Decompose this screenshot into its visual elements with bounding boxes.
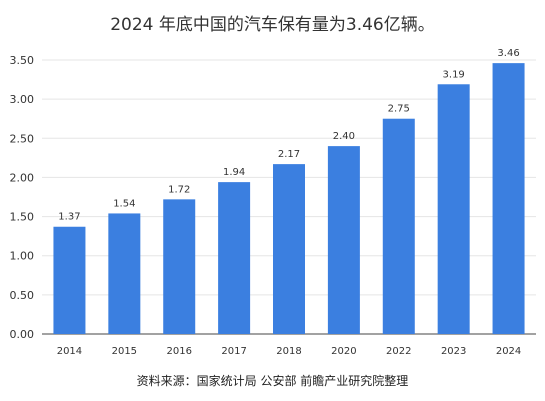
- y-tick-label: 1.00: [10, 250, 35, 263]
- bar-value-label: 1.37: [58, 212, 80, 223]
- x-tick-label: 2023: [441, 346, 466, 357]
- bar-value-label: 1.94: [223, 167, 245, 178]
- x-tick-label: 2014: [57, 346, 82, 357]
- y-tick-label: 2.00: [10, 171, 35, 184]
- bar: [437, 84, 470, 334]
- bar: [382, 118, 415, 334]
- bar: [218, 182, 251, 334]
- bar: [108, 213, 141, 334]
- x-tick-label: 2016: [166, 346, 191, 357]
- y-tick-label: 3.00: [10, 93, 35, 106]
- x-tick-label: 2024: [496, 346, 521, 357]
- source-note: 资料来源：国家统计局 公安部 前瞻产业研究院整理: [136, 374, 409, 388]
- bar-value-label: 2.17: [278, 149, 300, 160]
- x-tick-label: 2018: [276, 346, 301, 357]
- y-tick-label: 1.50: [10, 211, 35, 224]
- y-tick-label: 3.50: [10, 54, 35, 67]
- bar-value-label: 1.72: [168, 184, 190, 195]
- x-tick-label: 2017: [221, 346, 246, 357]
- y-tick-label: 0.50: [10, 289, 35, 302]
- bar-value-label: 3.19: [443, 69, 465, 80]
- bar: [327, 146, 360, 334]
- bar-value-label: 2.75: [388, 104, 410, 115]
- bar: [163, 199, 196, 334]
- bar-value-label: 3.46: [497, 48, 519, 59]
- bar-value-label: 2.40: [333, 131, 355, 142]
- y-tick-label: 0.00: [10, 328, 35, 341]
- chart-title: 2024 年底中国的汽车保有量为3.46亿辆。: [110, 15, 435, 35]
- bar: [492, 63, 525, 334]
- x-tick-label: 2015: [112, 346, 137, 357]
- bar-value-label: 1.54: [113, 198, 135, 209]
- bar: [273, 164, 305, 334]
- x-tick-label: 2022: [386, 346, 411, 357]
- y-tick-label: 2.50: [10, 132, 35, 145]
- x-tick-label: 2020: [331, 346, 356, 357]
- bar: [53, 226, 86, 334]
